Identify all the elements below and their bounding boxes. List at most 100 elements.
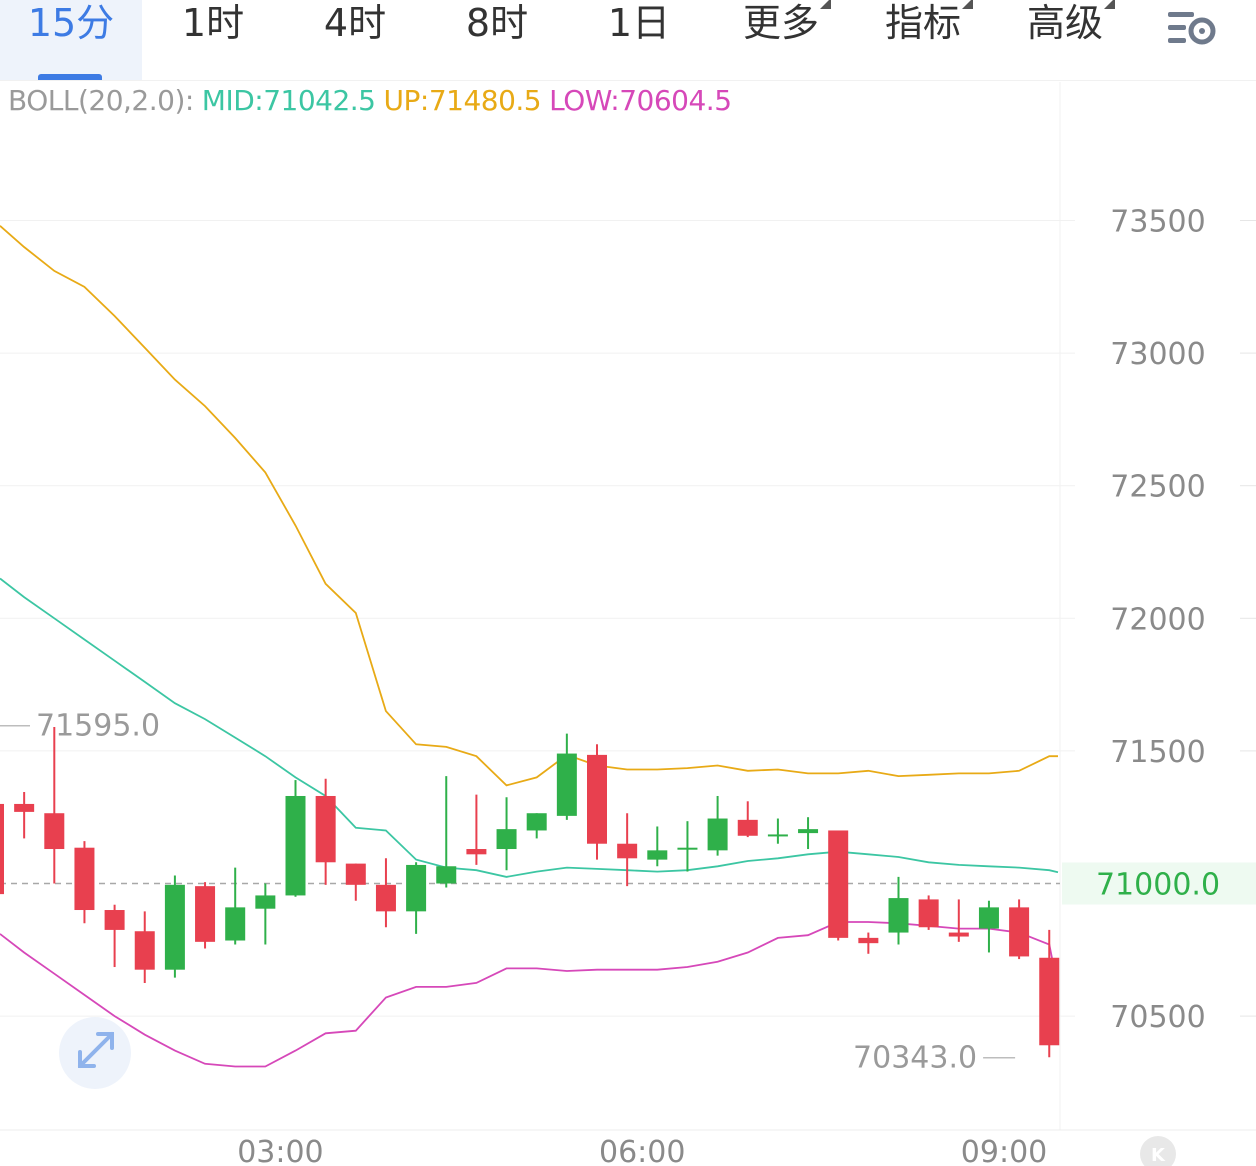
- boll-indicator-legend: BOLL(20,2.0): MID:71042.5 UP:71480.5 LOW:70…: [8, 84, 740, 117]
- candle-body: [14, 803, 35, 812]
- tab-8[interactable]: 高级: [994, 0, 1136, 80]
- active-tab-indicator: [38, 74, 102, 80]
- candle: [0, 803, 4, 895]
- candle-body: [285, 795, 306, 896]
- tab-7[interactable]: 指标: [852, 0, 994, 80]
- candle: [466, 794, 487, 865]
- tab-label: 指标: [885, 0, 973, 45]
- candle: [285, 780, 306, 897]
- candle-body: [406, 864, 427, 912]
- current-price-badge: [1062, 862, 1256, 905]
- candle-body: [828, 830, 849, 938]
- tab-4[interactable]: 8时: [426, 0, 568, 80]
- candle: [345, 863, 366, 901]
- candle-body: [858, 937, 879, 944]
- candle: [436, 776, 457, 888]
- candle-body: [798, 829, 819, 834]
- candle-body: [44, 813, 65, 850]
- candle-body: [948, 932, 969, 937]
- candle-body: [436, 866, 457, 884]
- candle: [526, 813, 547, 839]
- tab-label: 8时: [465, 1, 529, 45]
- y-tick-label: 70500: [1110, 1000, 1205, 1035]
- dropdown-corner-icon: [962, 0, 973, 9]
- candle: [1009, 899, 1030, 960]
- candle-body: [767, 834, 788, 837]
- boll-mid-value: MID:71042.5: [201, 84, 376, 117]
- candle: [255, 883, 276, 945]
- tab-label: 4时: [323, 1, 387, 45]
- tab-2[interactable]: 1时: [142, 0, 284, 80]
- tab-5[interactable]: 1日: [568, 0, 710, 80]
- tab-1[interactable]: 15分: [0, 0, 142, 80]
- dropdown-corner-icon: [820, 0, 831, 9]
- candle: [195, 882, 216, 949]
- candle-body: [345, 863, 366, 885]
- candle-body: [918, 899, 939, 928]
- candle-body: [707, 818, 728, 851]
- candle: [556, 733, 577, 820]
- candle: [737, 801, 758, 838]
- candle: [375, 858, 396, 928]
- candle-body: [978, 907, 999, 929]
- candle: [677, 821, 698, 872]
- candle-body: [255, 895, 276, 909]
- candle: [918, 895, 939, 930]
- tab-label: 1时: [181, 1, 245, 45]
- candle-body: [195, 886, 216, 942]
- tab-6[interactable]: 更多: [710, 0, 852, 80]
- candle-body: [677, 847, 698, 850]
- candle-body: [466, 849, 487, 855]
- candle-body: [1009, 907, 1030, 957]
- tab-label: 更多: [743, 0, 831, 45]
- candle: [798, 817, 819, 850]
- candle: [617, 813, 638, 887]
- tab-label: 高级: [1027, 0, 1115, 45]
- candle-body: [315, 795, 336, 863]
- candle: [315, 778, 336, 885]
- candle: [14, 792, 35, 839]
- candle-body: [888, 898, 909, 933]
- candle: [1039, 929, 1060, 1058]
- grid-lines: [0, 82, 1256, 1131]
- y-tick-label: 71500: [1110, 735, 1205, 770]
- candle-body: [225, 907, 246, 941]
- candle-body: [526, 813, 547, 831]
- y-tick-label: 72000: [1110, 602, 1205, 637]
- candle: [406, 862, 427, 934]
- tab-3[interactable]: 4时: [284, 0, 426, 80]
- boll-mid-line: [0, 577, 1059, 878]
- boll-up-value: UP:71480.5: [383, 84, 542, 117]
- candle: [858, 932, 879, 954]
- candle-body: [74, 847, 95, 911]
- chart-settings-button[interactable]: [1162, 4, 1228, 54]
- interval-tab-bar: 15分 1时 4时 8时 1日 更多 指标 高级: [0, 0, 1256, 81]
- candle: [828, 830, 849, 941]
- x-tick-label: 06:00: [599, 1135, 685, 1166]
- x-tick-label: 03:00: [237, 1135, 323, 1166]
- candles: [0, 727, 1060, 1058]
- max-price-label: 71595.0: [36, 709, 160, 744]
- candle-body: [1039, 957, 1060, 1046]
- candle: [496, 797, 517, 871]
- boll-low-value: LOW:70604.5: [549, 84, 732, 117]
- candle: [888, 876, 909, 945]
- candle-body: [617, 843, 638, 859]
- dropdown-corner-icon: [1104, 0, 1115, 9]
- expand-button[interactable]: [59, 1017, 131, 1089]
- candle-body: [164, 884, 185, 970]
- candle: [647, 826, 668, 867]
- tab-label: 1日: [607, 1, 671, 45]
- svg-text:K: K: [1151, 1145, 1166, 1166]
- x-tick-label: 09:00: [961, 1135, 1047, 1166]
- candle: [134, 911, 155, 983]
- candle: [587, 744, 607, 860]
- candle: [44, 727, 65, 884]
- candle-body: [647, 850, 668, 860]
- current-price-label: 71000.0: [1096, 868, 1220, 903]
- candle-body: [496, 829, 517, 850]
- tab-label: 15分: [27, 1, 115, 45]
- candle-body: [737, 819, 758, 836]
- candle: [225, 867, 246, 945]
